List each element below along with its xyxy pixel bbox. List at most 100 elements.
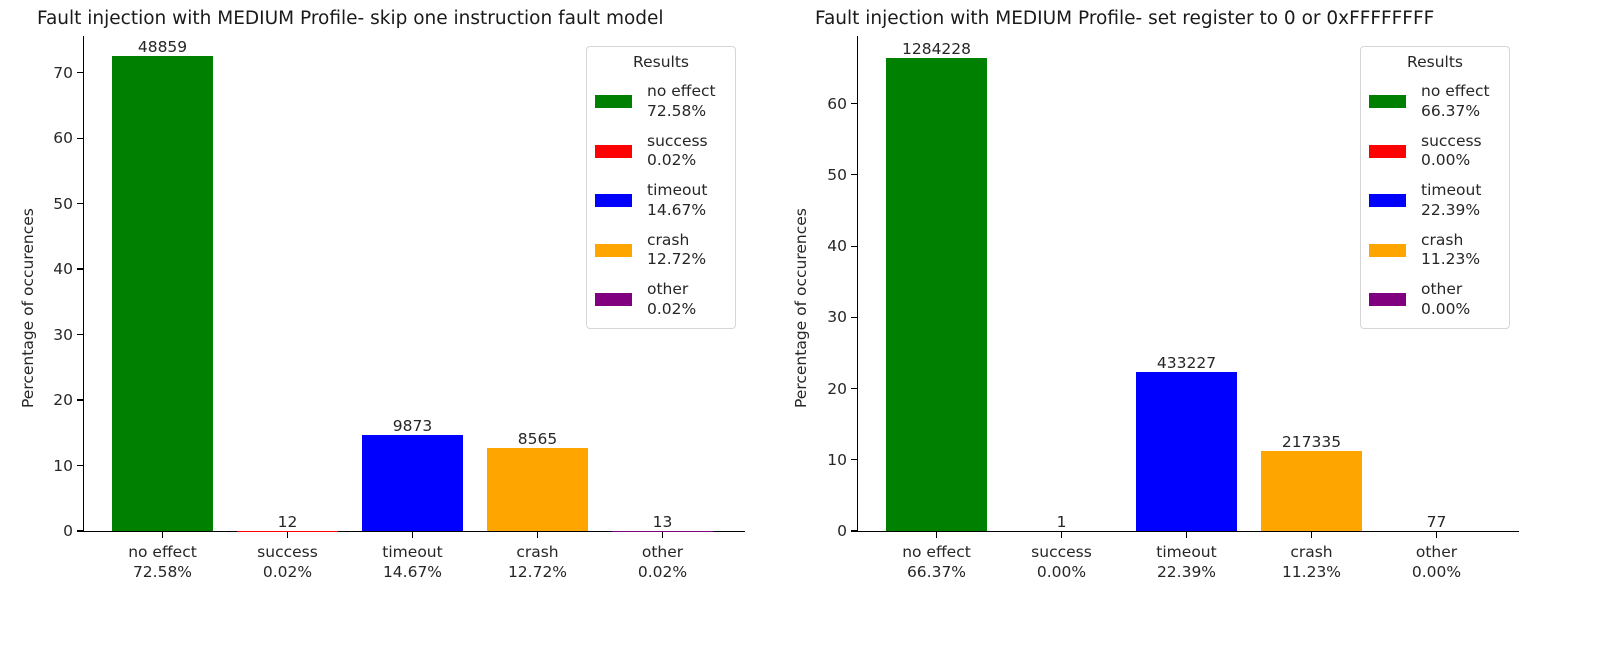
legend-item-success: success 0.00% [1361,132,1509,180]
y-tick-label: 0 [63,522,73,540]
y-tick [851,174,857,176]
x-tick-percent: 72.58% [132,563,193,581]
x-tick-label: success 0.00% [1002,542,1122,582]
x-tick-label: no effect 66.37% [877,542,997,582]
legend-swatch [1369,243,1406,257]
legend-label: timeout 22.39% [1421,181,1481,220]
legend-name: success [1421,131,1482,150]
x-tick-percent: 22.39% [1156,563,1217,581]
bar-count-label: 77 [1426,513,1447,531]
bar-count-label: 1284228 [901,40,972,59]
legend-swatch [595,243,632,257]
legend-label: other 0.00% [1421,280,1470,319]
x-tick [935,532,938,538]
x-tick-label: other 0.00% [1377,542,1497,582]
x-tick-percent: 0.02% [637,563,688,581]
bar-count-label: 1 [1056,513,1067,531]
legend-title: Results [1407,53,1463,71]
bar-timeout [1136,371,1237,531]
x-tick-label: timeout 14.67% [353,542,473,582]
y-tick [851,387,857,390]
legend-item-timeout: timeout 22.39% [1361,181,1509,229]
y-tick [77,464,83,467]
legend-name: other [647,280,689,298]
legend-percent: 0.02% [647,151,697,169]
legend-label: other 0.02% [647,280,696,319]
y-tick [77,203,83,205]
y-tick [77,399,83,401]
x-tick-label: crash 12.72% [478,542,598,582]
x-tick-percent: 12.72% [507,563,568,581]
legend-percent: 14.67% [647,200,707,219]
y-tick-label: 40 [53,260,73,279]
x-tick-label: no effect 72.58% [103,542,223,582]
y-tick [851,459,857,461]
legend-swatch [1369,194,1406,207]
legend-name: success [647,131,708,150]
x-tick-percent: 14.67% [382,563,443,581]
bar-no-effect [886,58,987,531]
legend-item-success: success 0.02% [587,132,735,180]
y-axis-line [83,36,85,531]
legend: Results no effect 72.58% success 0.02% timeo… [586,46,736,329]
x-tick [411,532,414,538]
legend-label: no effect 66.37% [1421,82,1490,121]
legend-label: no effect 72.58% [647,82,716,121]
y-tick [77,72,83,74]
bar-count-label: 433227 [1156,353,1217,372]
y-tick [77,268,83,270]
x-tick [1310,532,1313,538]
x-tick-category: no effect [128,543,197,561]
chart-title: Fault injection with MEDIUM Profile- ski… [37,8,664,29]
legend-item-timeout: timeout 14.67% [587,181,735,229]
y-tick [851,245,857,247]
y-tick [77,333,83,336]
legend-swatch [1369,144,1406,158]
y-tick-label: 10 [53,456,73,475]
x-tick [661,532,664,538]
chart-skip-instruction: Fault injection with MEDIUM Profile- ski… [19,8,745,582]
bar-count-label: 48859 [137,37,188,56]
x-tick-label: timeout 22.39% [1127,542,1247,582]
legend-percent: 0.00% [1421,299,1471,318]
legend-name: no effect [647,82,716,100]
x-tick [161,532,164,538]
x-tick-category: crash [516,543,559,561]
x-tick-category: crash [1290,543,1333,561]
legend-item-no-effect: no effect 72.58% [587,82,735,130]
y-tick [77,530,83,532]
legend-label: timeout 14.67% [647,181,707,220]
legend-name: other [1421,280,1463,298]
bar-count-label: 9873 [392,416,433,435]
y-tick-label: 30 [53,325,73,344]
bar-count-label: 217335 [1281,433,1342,452]
legend-label: success 0.02% [647,132,708,171]
legend-item-no-effect: no effect 66.37% [1361,82,1509,130]
x-tick-percent: 11.23% [1281,563,1342,581]
legend-swatch [1369,95,1406,108]
x-tick-label: other 0.02% [603,542,723,582]
y-tick-label: 30 [827,308,847,327]
y-tick-label: 60 [53,129,73,148]
bar-timeout [362,434,463,531]
x-tick [1185,532,1188,538]
x-tick-percent: 0.00% [1036,563,1087,581]
legend: Results no effect 66.37% success 0.00% timeo… [1360,46,1510,329]
x-tick-percent: 0.00% [1411,563,1462,581]
x-tick-category: other [1415,543,1458,561]
legend-percent: 22.39% [1421,200,1481,219]
y-tick-label: 20 [53,391,73,410]
x-tick [1060,532,1063,538]
legend-percent: 66.37% [1421,101,1481,120]
y-tick-label: 20 [827,379,847,398]
y-tick-label: 0 [837,522,847,540]
legend-swatch [595,293,632,306]
x-tick-category: timeout [1156,543,1217,561]
legend-percent: 0.02% [647,299,697,318]
bar-crash [487,447,588,531]
plot-area: 0 10 20 30 40 50 60 1284228 no effect 66.37% 1 succ… [827,36,1519,581]
bar-count-label: 13 [652,512,673,531]
x-tick-category: timeout [382,543,443,561]
legend-item-crash: crash 12.72% [587,231,735,279]
